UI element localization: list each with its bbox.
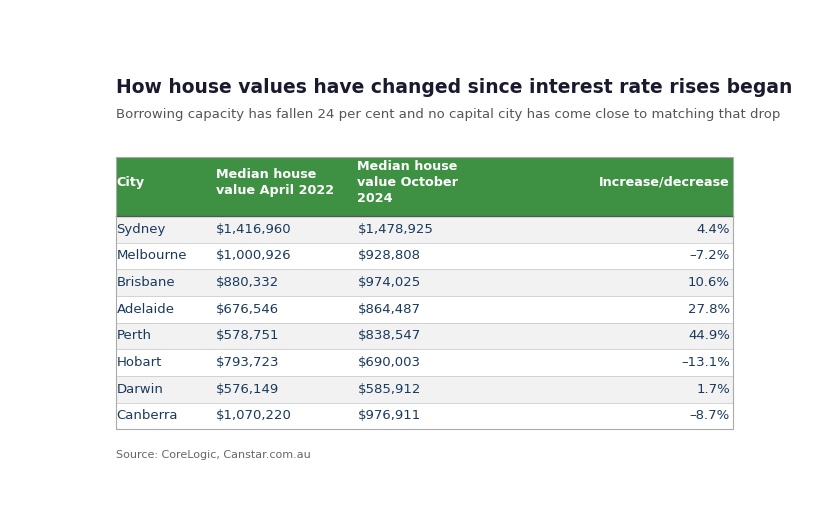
Bar xyxy=(116,269,732,296)
Bar xyxy=(116,242,732,269)
Text: $1,416,960: $1,416,960 xyxy=(216,223,291,235)
Text: $576,149: $576,149 xyxy=(216,383,279,396)
Bar xyxy=(116,402,732,429)
Text: Perth: Perth xyxy=(116,329,152,342)
Bar xyxy=(116,216,732,242)
Text: $838,547: $838,547 xyxy=(357,329,420,342)
Text: 10.6%: 10.6% xyxy=(687,276,729,289)
Bar xyxy=(116,376,732,402)
Bar xyxy=(116,296,732,323)
Text: 27.8%: 27.8% xyxy=(687,303,729,316)
Text: $1,478,925: $1,478,925 xyxy=(357,223,433,235)
Text: $578,751: $578,751 xyxy=(216,329,279,342)
Text: Adelaide: Adelaide xyxy=(116,303,174,316)
Text: Darwin: Darwin xyxy=(116,383,163,396)
Text: Melbourne: Melbourne xyxy=(116,249,187,262)
Text: Hobart: Hobart xyxy=(116,356,161,369)
Text: $928,808: $928,808 xyxy=(357,249,420,262)
Text: $690,003: $690,003 xyxy=(357,356,420,369)
Text: $585,912: $585,912 xyxy=(357,383,421,396)
Text: –13.1%: –13.1% xyxy=(681,356,729,369)
Text: $864,487: $864,487 xyxy=(357,303,420,316)
Text: $976,911: $976,911 xyxy=(357,409,420,422)
Text: Median house
value October
2024: Median house value October 2024 xyxy=(357,160,458,205)
Text: $793,723: $793,723 xyxy=(216,356,279,369)
Text: 44.9%: 44.9% xyxy=(687,329,729,342)
Text: How house values have changed since interest rate rises began: How house values have changed since inte… xyxy=(116,78,792,97)
Text: Brisbane: Brisbane xyxy=(116,276,175,289)
Text: $1,070,220: $1,070,220 xyxy=(216,409,291,422)
Text: 4.4%: 4.4% xyxy=(696,223,729,235)
Text: Median house
value April 2022: Median house value April 2022 xyxy=(216,168,334,197)
Bar xyxy=(116,349,732,376)
Bar xyxy=(116,323,732,349)
Text: $974,025: $974,025 xyxy=(357,276,420,289)
Text: Source: CoreLogic, Canstar.com.au: Source: CoreLogic, Canstar.com.au xyxy=(116,450,310,460)
Text: $880,332: $880,332 xyxy=(216,276,279,289)
Text: City: City xyxy=(116,176,144,189)
Text: –7.2%: –7.2% xyxy=(689,249,729,262)
Text: $676,546: $676,546 xyxy=(216,303,279,316)
Bar xyxy=(116,157,732,429)
Text: Canberra: Canberra xyxy=(116,409,178,422)
Text: Sydney: Sydney xyxy=(116,223,166,235)
Text: –8.7%: –8.7% xyxy=(689,409,729,422)
Text: 1.7%: 1.7% xyxy=(696,383,729,396)
Text: Increase/decrease: Increase/decrease xyxy=(599,176,729,189)
Text: Borrowing capacity has fallen 24 per cent and no capital city has come close to : Borrowing capacity has fallen 24 per cen… xyxy=(116,108,780,121)
Text: $1,000,926: $1,000,926 xyxy=(216,249,291,262)
Bar xyxy=(116,157,732,216)
